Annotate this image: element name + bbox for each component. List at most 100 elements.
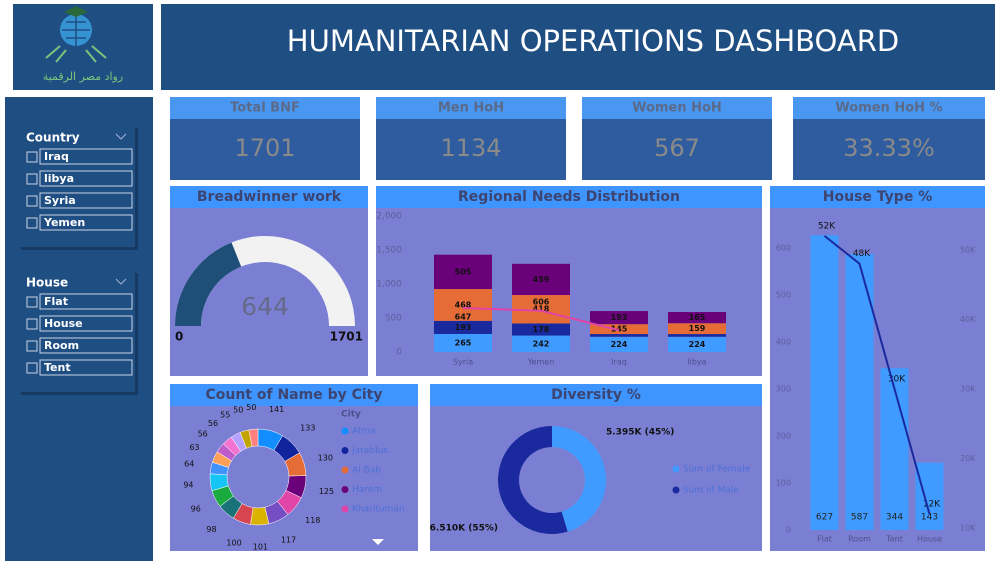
y-tick-label: 300 xyxy=(776,384,791,393)
slice-label: 96 xyxy=(191,504,201,513)
y-tick-label: 500 xyxy=(776,290,791,299)
y-tick-label: 600 xyxy=(776,243,791,252)
slicer-item[interactable]: Flat xyxy=(44,295,68,308)
chart-title: Count of Name by City xyxy=(205,387,382,403)
legend-scroll[interactable] xyxy=(372,539,384,545)
slice-label: 118 xyxy=(305,516,320,525)
legend-title: City xyxy=(341,410,361,420)
bar-label: 627 xyxy=(816,513,833,523)
bar-label: 344 xyxy=(886,513,903,523)
kpi-label: Women HoH % xyxy=(835,101,942,116)
slicer-chevron xyxy=(115,278,127,285)
bar-label: 418 xyxy=(533,305,550,314)
slicer-item-box[interactable] xyxy=(39,170,133,187)
slicer-item[interactable]: Iraq xyxy=(44,150,69,163)
kpi-header xyxy=(793,97,985,119)
bar-label: 193 xyxy=(611,313,628,322)
gauge-min: 0 xyxy=(175,330,183,344)
bar-label: 143 xyxy=(921,513,938,523)
slicer-item-box[interactable] xyxy=(39,148,133,165)
bar-segment xyxy=(434,320,492,334)
chart-header xyxy=(376,186,762,208)
y2-tick-label: 10K xyxy=(960,523,976,532)
y-tick-label: 2,000 xyxy=(376,212,402,222)
legend-marker xyxy=(341,466,349,474)
bar-label: 224 xyxy=(689,340,706,349)
slice-label: 55 xyxy=(220,411,230,420)
slicer-item[interactable]: Yemen xyxy=(43,216,85,229)
logo-icon xyxy=(45,6,107,63)
slice-label: 64 xyxy=(184,459,194,468)
bar-segment xyxy=(512,335,570,352)
chart-header xyxy=(770,186,985,208)
slicer-checkbox[interactable] xyxy=(26,195,38,207)
bar-segment xyxy=(434,254,492,290)
bar-segment xyxy=(434,289,492,321)
slicer-item-box[interactable] xyxy=(39,214,133,231)
y2-tick-label: 40K xyxy=(960,315,976,324)
slice-label: 133 xyxy=(300,423,315,432)
legend-label: Harem xyxy=(352,485,382,495)
slicer-checkbox[interactable] xyxy=(26,296,38,308)
line-label: 48K xyxy=(853,249,871,259)
legend-marker xyxy=(672,465,680,473)
chart-header xyxy=(170,384,418,406)
gauge-value xyxy=(175,242,242,326)
gauge-value-label: 644 xyxy=(241,292,289,321)
slice-label: 94 xyxy=(183,480,193,489)
kpi-value: 1134 xyxy=(440,134,501,162)
kpi-header xyxy=(582,97,772,119)
slicer-item[interactable]: Tent xyxy=(44,361,71,374)
line-label: 52K xyxy=(818,221,836,231)
line xyxy=(462,307,620,332)
slicer-item[interactable]: Syria xyxy=(44,194,76,207)
kpi-label: Women HoH xyxy=(632,101,722,116)
bar-segment xyxy=(590,324,648,335)
slicer-checkbox[interactable] xyxy=(26,151,38,163)
y-tick-label: 1,500 xyxy=(376,246,402,256)
bar-label: 505 xyxy=(455,267,472,276)
slicer-item[interactable]: libya xyxy=(44,172,74,185)
slicer-item-box[interactable] xyxy=(39,315,133,332)
bar-label: 165 xyxy=(689,313,706,322)
slicer-item-box[interactable] xyxy=(39,337,133,354)
y-tick-label: 500 xyxy=(385,314,402,324)
header-bar xyxy=(161,4,995,90)
slicer-checkbox[interactable] xyxy=(26,173,38,185)
slicer-item-box[interactable] xyxy=(39,359,133,376)
chart-panel xyxy=(770,186,985,551)
slicer-title: House xyxy=(26,276,68,290)
legend-label: Al Bab xyxy=(352,466,381,476)
bar-segment xyxy=(590,311,648,325)
x-tick-label: House xyxy=(917,535,942,544)
y2-tick-label: 50K xyxy=(960,245,976,254)
chart-header xyxy=(170,186,368,208)
y2-tick-label: 30K xyxy=(960,384,976,393)
line-label: 12K xyxy=(923,500,941,510)
slice-label: 5.395K (45%) xyxy=(606,428,674,438)
bar-label: 159 xyxy=(689,324,706,333)
bar-segment xyxy=(590,334,648,337)
chart-title: House Type % xyxy=(823,189,932,205)
slicer-item-box[interactable] xyxy=(39,293,133,310)
slice-label: 56 xyxy=(198,430,208,439)
bar-label: 145 xyxy=(611,325,628,334)
bar xyxy=(915,462,944,530)
logo-text: رواد مصر الرقمية xyxy=(43,70,123,83)
donut-slice xyxy=(498,426,568,534)
slicer-checkbox[interactable] xyxy=(26,217,38,229)
slicer-item[interactable]: House xyxy=(44,317,83,330)
slicer-checkbox[interactable] xyxy=(26,340,38,352)
line-label: 30K xyxy=(888,374,906,384)
slicer-checkbox[interactable] xyxy=(26,318,38,330)
line-label: 647 xyxy=(455,313,472,322)
slice-label: 98 xyxy=(206,525,216,534)
slicer-title: Country xyxy=(26,131,80,145)
slicer-checkbox[interactable] xyxy=(26,362,38,374)
slicer-item-box[interactable] xyxy=(39,192,133,209)
bar-label: 459 xyxy=(533,275,550,284)
slice-label: 130 xyxy=(318,453,333,462)
slicer-item[interactable]: Room xyxy=(44,339,79,352)
